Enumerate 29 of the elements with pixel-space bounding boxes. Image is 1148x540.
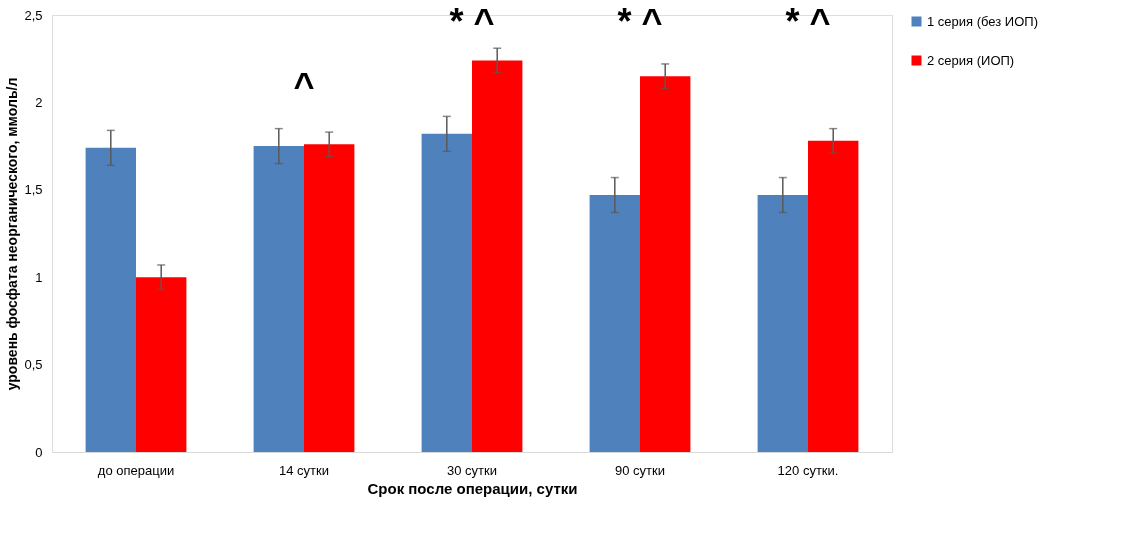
y-tick-label: 1 — [35, 269, 43, 285]
y-tick-label: 0 — [35, 444, 43, 460]
y-tick-label: 0,5 — [24, 357, 43, 373]
x-axis-title: Срок после операции, сутки — [367, 479, 578, 497]
y-axis-title: уровень фосфата неорганического, ммоль/л — [4, 77, 21, 391]
annotation: * ^ — [449, 1, 495, 42]
annotation: ^ — [293, 65, 315, 106]
y-tick-label: 1,5 — [24, 182, 43, 198]
bar — [136, 277, 187, 452]
x-tick-label: 90 сутки — [615, 462, 665, 478]
legend-label: 2 серия (ИОП) — [927, 52, 1015, 68]
annotation: * ^ — [785, 1, 831, 42]
bar — [808, 140, 859, 452]
bar — [640, 76, 691, 452]
legend-label: 1 серия (без ИОП) — [927, 13, 1038, 29]
x-tick-label: 120 сутки. — [777, 462, 839, 478]
bar — [589, 195, 640, 452]
x-tick-label: 14 сутки — [279, 462, 329, 478]
bar — [472, 60, 523, 452]
y-tick-label: 2 — [35, 94, 43, 110]
bar — [85, 147, 136, 452]
annotation: * ^ — [617, 1, 663, 42]
bar — [757, 195, 808, 452]
x-tick-label: до операции — [97, 462, 175, 478]
bar — [421, 133, 472, 452]
bar — [304, 144, 355, 452]
bar — [253, 146, 304, 452]
y-tick-label: 2,5 — [24, 7, 43, 23]
x-tick-label: 30 сутки — [447, 462, 497, 478]
